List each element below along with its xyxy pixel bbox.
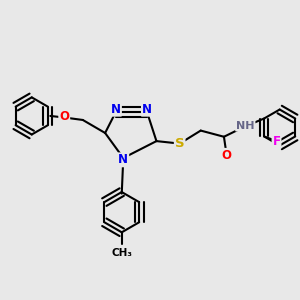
Text: O: O bbox=[59, 110, 69, 123]
Text: CH₃: CH₃ bbox=[111, 248, 132, 258]
Text: NH: NH bbox=[236, 121, 255, 130]
Text: N: N bbox=[118, 153, 128, 167]
Text: F: F bbox=[272, 135, 281, 148]
Text: S: S bbox=[175, 137, 184, 150]
Text: O: O bbox=[221, 149, 231, 162]
Text: N: N bbox=[142, 103, 152, 116]
Text: N: N bbox=[111, 103, 121, 116]
